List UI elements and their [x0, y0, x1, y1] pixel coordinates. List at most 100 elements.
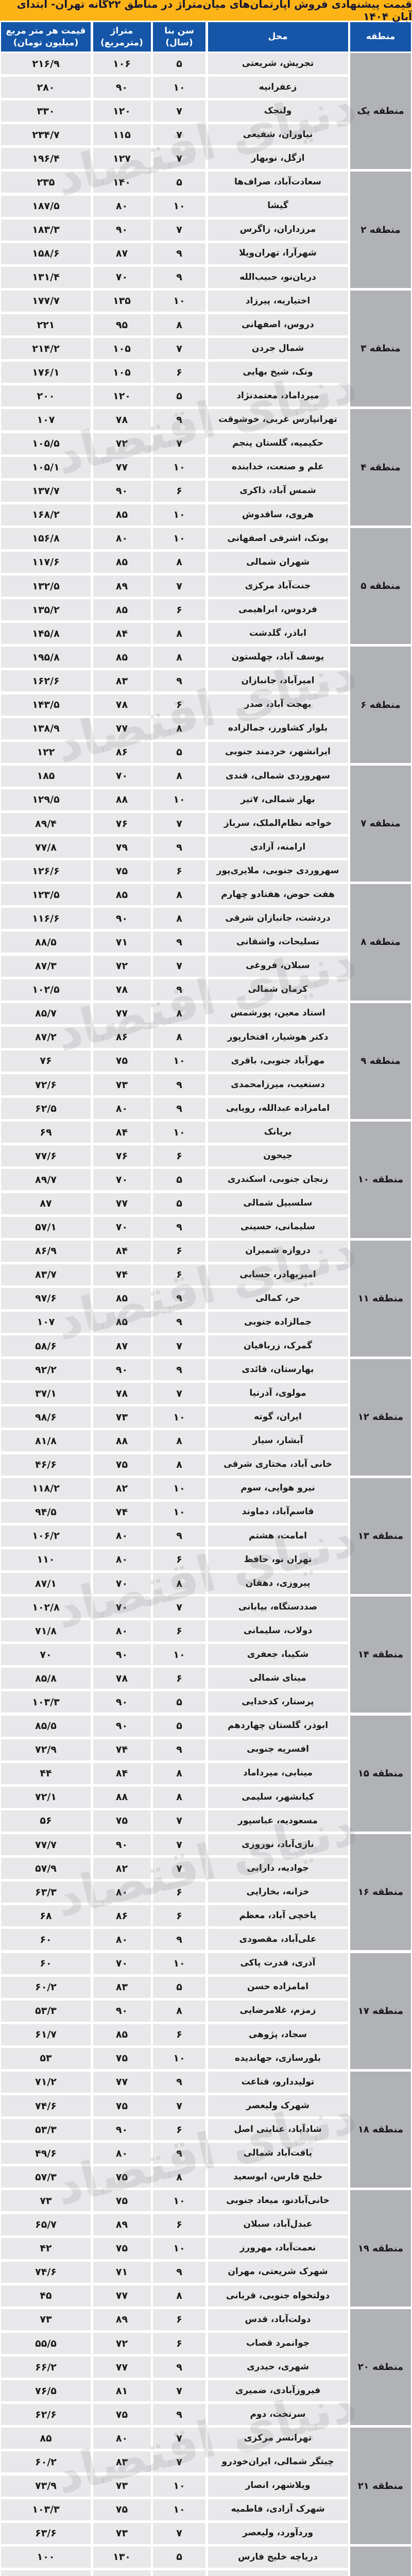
age-cell: ۹ [153, 2071, 205, 2093]
location-cell: خلیج فارس، ابوسعید [208, 2166, 348, 2188]
price-cell: ۷۷/۸ [1, 837, 91, 858]
district-cell: منطقه ۵ [350, 528, 411, 645]
price-cell: ۱۱۰ [1, 1549, 91, 1570]
location-cell: سعادت‌آباد، صراف‌ها [208, 172, 348, 193]
location-cell: بلوار کشاورز، جمالزاده [208, 718, 348, 739]
price-cell: ۶۲/۵ [1, 1098, 91, 1120]
location-cell: مینابی، میرداماد [208, 1762, 348, 1784]
location-cell: شهرک ولیعصر [208, 2095, 348, 2117]
location-cell: یاخچی آباد، معظم [208, 1905, 348, 1927]
location-cell: خواجه نظام‌الملک، سرباز [208, 813, 348, 834]
area-cell: ۹۰ [93, 1834, 151, 1856]
location-cell: ایران، گوته [208, 1406, 348, 1428]
area-cell: ۸۵ [93, 504, 151, 526]
location-cell: آذری، قدرت پاکی [208, 1953, 348, 1974]
location-cell: مینای شمالی [208, 1668, 348, 1689]
price-cell: ۲۱۶/۹ [1, 53, 91, 74]
location-cell: هروی، ساقدوش [208, 504, 348, 526]
age-cell: ۱۰ [153, 504, 205, 526]
price-cell: ۶۳/۶ [1, 2522, 91, 2544]
location-cell: فیروزآبادی، ضمیری [208, 2380, 348, 2402]
age-cell: ۸ [153, 647, 205, 668]
age-cell: ۹ [153, 266, 205, 288]
location-cell: دولت‌آباد، قدس [208, 2309, 348, 2330]
district-cell: منطقه ۱۰ [350, 1122, 411, 1238]
area-cell: ۸۰ [93, 2428, 151, 2449]
area-cell: ۷۰ [93, 266, 151, 288]
price-cell: ۳۳۰ [1, 100, 91, 122]
age-cell: ۶ [153, 2214, 205, 2235]
age-cell: ۸ [153, 2166, 205, 2188]
district-cell: منطقه ۳ [350, 290, 411, 407]
area-cell: ۸۰ [93, 1620, 151, 1642]
district-cell: منطقه یک [350, 53, 411, 170]
area-cell: ۷۵ [93, 1050, 151, 1072]
area-cell: ۷۵ [93, 2499, 151, 2520]
location-cell: ویلاشهر، انصار [208, 2475, 348, 2497]
price-cell: ۶۰/۲ [1, 1976, 91, 1998]
age-cell: ۷ [153, 2451, 205, 2473]
location-cell: حکیمیه، گلستان پنجم [208, 433, 348, 454]
age-cell: ۶ [153, 1882, 205, 1903]
age-cell: ۸ [153, 1454, 205, 1476]
area-cell: ۸۲ [93, 1478, 151, 1499]
header-price: قیمت هر متر مربع (میلیون تومان) [1, 22, 91, 52]
location-cell: بهارستان، قائدی [208, 1359, 348, 1381]
area-cell: ۷۵ [93, 1810, 151, 1832]
age-cell: ۵ [153, 1193, 205, 1214]
location-cell: ایرانشهر، خردمند جنوبی [208, 741, 348, 763]
location-cell: نعمت‌آباد، مهرورز [208, 2238, 348, 2259]
price-cell: ۶۰/۲ [1, 2451, 91, 2473]
age-cell: ۱۰ [153, 1501, 205, 1523]
age-cell: ۵ [153, 2546, 205, 2568]
price-cell: ۲۳۴/۷ [1, 124, 91, 146]
age-cell: ۱۰ [153, 528, 205, 549]
area-cell: ۸۸ [93, 1786, 151, 1808]
location-cell: سرتخت، دوم [208, 2404, 348, 2426]
location-cell: دکتر هوشیار، افتخارپور [208, 1026, 348, 1048]
location-cell: تهران نو، حافظ [208, 1549, 348, 1570]
price-cell: ۷۳ [1, 2309, 91, 2330]
price-cell: ۱۰۷ [1, 1311, 91, 1333]
location-cell: شهرآرا، تهران‌ویلا [208, 243, 348, 264]
price-cell: ۸۵ [1, 2428, 91, 2449]
location-cell: پرستار، کدخدایی [208, 1691, 348, 1713]
price-cell: ۵۳ [1, 2047, 91, 2069]
location-cell: چیتگر شمالی، ایران‌خودرو [208, 2451, 348, 2473]
location-cell: سهروردی شمالی، قندی [208, 765, 348, 787]
area-cell: ۷۱ [93, 2261, 151, 2283]
area-cell: ۱۲۰ [93, 385, 151, 407]
price-cell: ۱۸۳/۳ [1, 219, 91, 241]
age-cell: ۷ [153, 813, 205, 834]
location-cell: تهرانسر مرکزی [208, 2428, 348, 2449]
age-cell: ۶ [153, 2333, 205, 2354]
age-cell: ۹ [153, 1074, 205, 1096]
price-cell: ۱۷۷/۷ [1, 290, 91, 312]
location-cell: شهران شمالی [208, 551, 348, 573]
age-cell: ۶ [153, 1549, 205, 1570]
area-cell: ۱۰۶ [93, 53, 151, 74]
location-cell: بهجت آباد، صدر [208, 694, 348, 716]
district-cell: منطقه ۲۰ [350, 2309, 411, 2426]
location-cell: دهکده المپیک، چشمه [208, 2570, 348, 2576]
price-cell: ۵۷/۹ [1, 1858, 91, 1879]
district-cell: منطقه ۶ [350, 647, 411, 763]
price-cell: ۵۳/۳ [1, 2119, 91, 2141]
age-cell: ۶ [153, 1145, 205, 1167]
area-cell: ۷۰ [93, 1953, 151, 1974]
location-cell: سلسبیل شمالی [208, 1193, 348, 1214]
area-cell: ۸۵ [93, 647, 151, 668]
location-cell: آبشار، سیار [208, 1430, 348, 1452]
area-cell: ۸۶ [93, 1905, 151, 1927]
area-cell: ۷۵ [93, 1454, 151, 1476]
area-cell: ۸۴ [93, 1122, 151, 1143]
header-area: متراژ (مترمربع) [93, 22, 151, 52]
area-cell: ۱۴۰ [93, 172, 151, 193]
location-cell: دولاب، سلیمانی [208, 1620, 348, 1642]
location-cell: یافت‌آباد شمالی [208, 2143, 348, 2164]
age-cell: ۱۰ [153, 1953, 205, 1974]
location-cell: تولیددارو، قناعت [208, 2071, 348, 2093]
price-cell: ۱۰۶/۲ [1, 1525, 91, 1547]
price-cell: ۹۷/۶ [1, 1287, 91, 1309]
age-cell: ۵ [153, 741, 205, 763]
